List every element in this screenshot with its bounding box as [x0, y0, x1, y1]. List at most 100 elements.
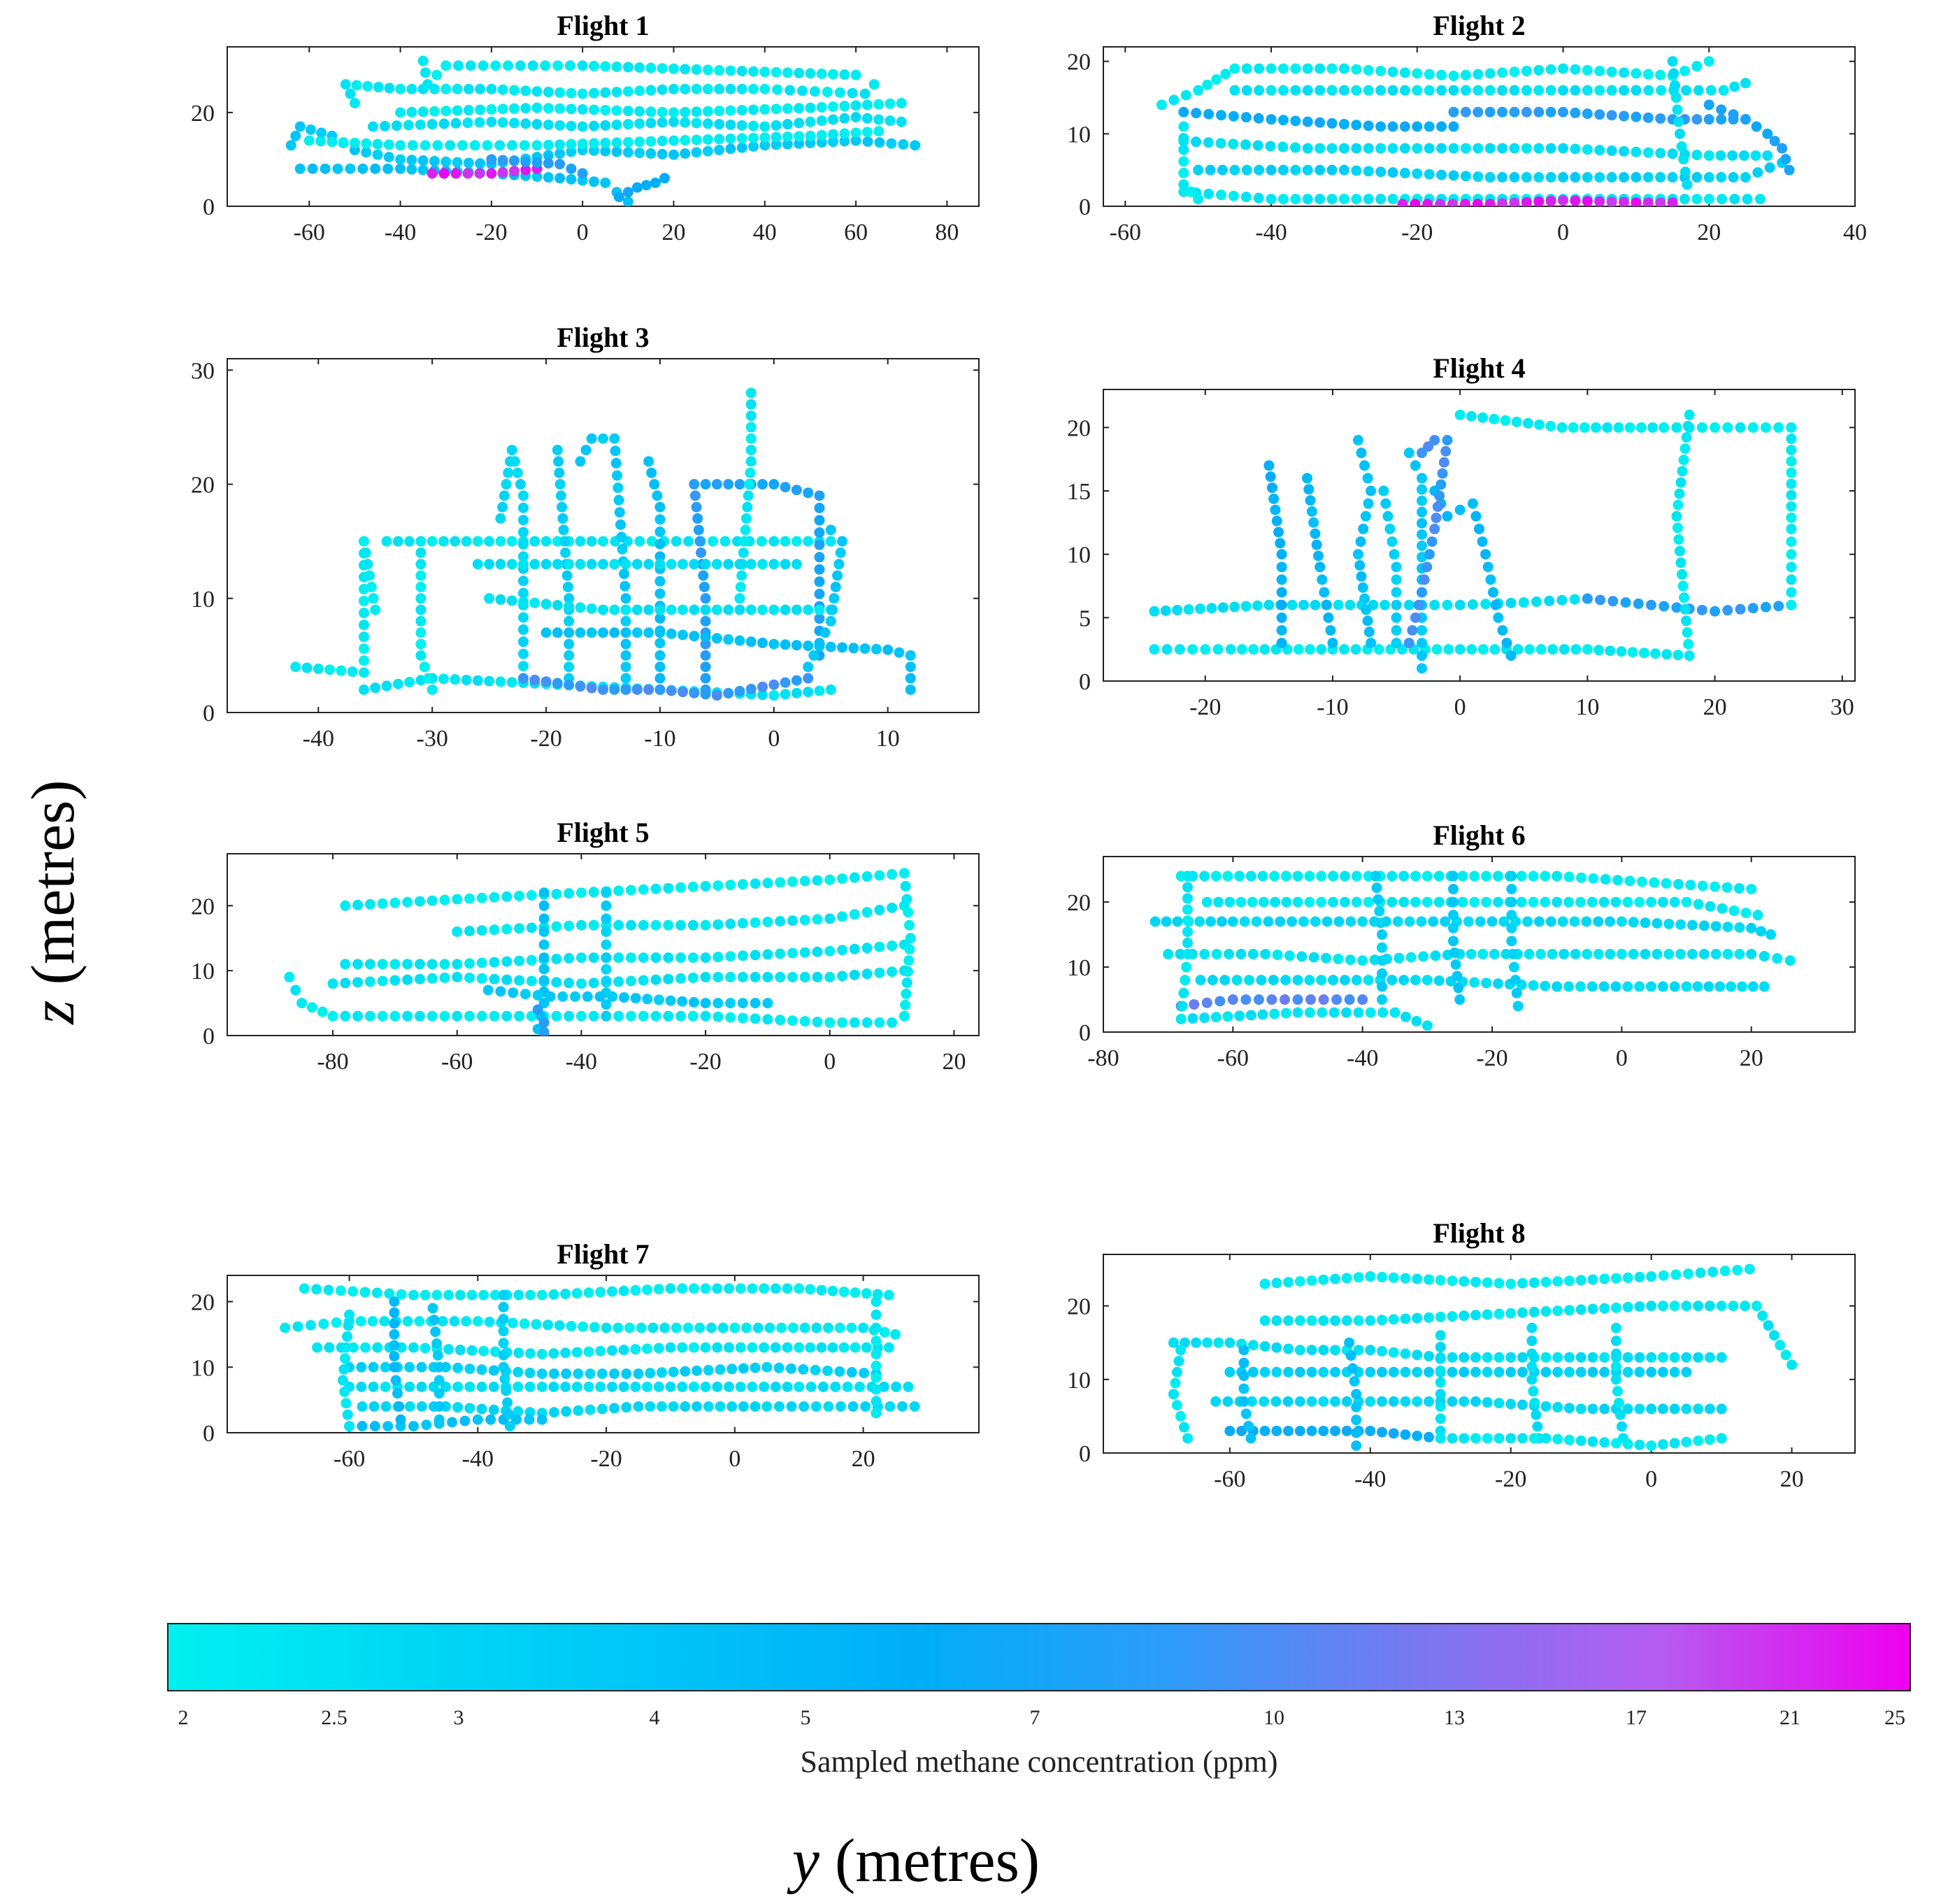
sample-point [1676, 141, 1687, 152]
sample-point [700, 479, 711, 490]
sample-point [739, 536, 750, 547]
sample-point [1241, 63, 1252, 74]
sample-point [601, 939, 612, 950]
y-tick-label: 10 [191, 959, 215, 985]
sample-point [700, 593, 711, 604]
colorbar-tick-label: 21 [1779, 1706, 1800, 1729]
sample-point [1312, 550, 1324, 561]
sample-point [890, 1329, 901, 1340]
sample-point [1454, 504, 1466, 515]
sample-point [1691, 114, 1703, 125]
sample-point [1227, 994, 1238, 1005]
sample-point [499, 490, 510, 501]
sample-point [652, 490, 663, 501]
sample-point [1435, 1413, 1446, 1424]
sample-point [1376, 981, 1387, 992]
sample-point [1294, 1345, 1305, 1356]
sample-point [317, 1006, 328, 1017]
sample-point [1634, 1271, 1645, 1282]
sample-point [462, 117, 473, 129]
sample-point [532, 989, 543, 1001]
sample-point [1628, 917, 1639, 928]
sample-point [798, 1363, 809, 1375]
sample-point [1391, 561, 1402, 573]
sample-point [404, 676, 415, 687]
sample-point [712, 1283, 723, 1294]
x-tick-label: 20 [852, 1446, 875, 1472]
sample-point [1330, 1396, 1341, 1407]
sample-point [1363, 975, 1374, 986]
sample-point [1552, 871, 1563, 882]
sample-point [1224, 1366, 1235, 1377]
sample-point [1691, 150, 1703, 161]
sample-point [1366, 485, 1377, 496]
sample-point [1359, 593, 1370, 604]
sample-point [1667, 56, 1678, 67]
sample-point [1575, 896, 1586, 908]
sample-point [1509, 143, 1520, 154]
sample-point [506, 536, 517, 547]
sample-point [1168, 1337, 1179, 1348]
sample-point [650, 974, 661, 985]
sample-point [461, 1316, 472, 1327]
sample-point [688, 1381, 699, 1392]
sample-point [745, 445, 757, 456]
sample-point [762, 998, 773, 1009]
sample-point [503, 1409, 514, 1420]
sample-point [675, 882, 687, 893]
sample-point [1729, 194, 1740, 205]
sample-point [761, 1361, 773, 1373]
sample-point [735, 581, 746, 592]
sample-point [1271, 515, 1282, 527]
sample-point [377, 898, 388, 909]
sample-point [601, 975, 612, 987]
sample-point [711, 479, 722, 490]
sample-point [700, 880, 711, 892]
sample-point [1177, 1001, 1188, 1012]
sample-point [1266, 63, 1277, 74]
x-tick-label: -80 [1087, 1045, 1119, 1071]
sample-point [489, 1289, 501, 1301]
sample-point [369, 1421, 380, 1432]
sample-point [1435, 1342, 1446, 1353]
sample-point [402, 974, 413, 985]
sample-point [1283, 1366, 1294, 1377]
sample-point [1756, 926, 1767, 937]
sample-point [640, 180, 652, 191]
sample-point [1224, 896, 1235, 908]
sample-point [1377, 1345, 1388, 1357]
sample-point [1663, 918, 1675, 929]
sample-point [420, 1343, 431, 1354]
sample-point [1351, 194, 1362, 205]
sample-point [1647, 422, 1658, 433]
sample-point [1424, 143, 1435, 154]
sample-point [725, 1012, 736, 1023]
sample-point [508, 103, 520, 114]
sample-point [757, 689, 768, 701]
sample-point [1587, 1274, 1598, 1285]
sample-point [540, 627, 552, 638]
sample-point [439, 894, 450, 906]
sample-point [1460, 106, 1471, 117]
sample-point [1460, 143, 1471, 154]
sample-point [1558, 195, 1569, 206]
sample-point [423, 673, 434, 684]
sample-point [1276, 561, 1287, 573]
sample-point [1484, 172, 1496, 183]
sample-point [1436, 69, 1447, 80]
sample-point [691, 64, 702, 75]
sample-point [1498, 916, 1510, 927]
sample-point [307, 163, 318, 174]
sample-point [1692, 981, 1703, 992]
sample-point [1257, 871, 1268, 882]
sample-point [725, 65, 736, 76]
sample-point [1673, 879, 1684, 890]
sample-point [1533, 106, 1545, 117]
sample-point [1447, 1396, 1458, 1407]
sample-point [517, 661, 529, 672]
sample-point [643, 559, 654, 570]
sample-point [1236, 644, 1247, 655]
sample-point [506, 140, 517, 151]
sample-point [588, 138, 599, 149]
sample-point [1642, 69, 1654, 80]
